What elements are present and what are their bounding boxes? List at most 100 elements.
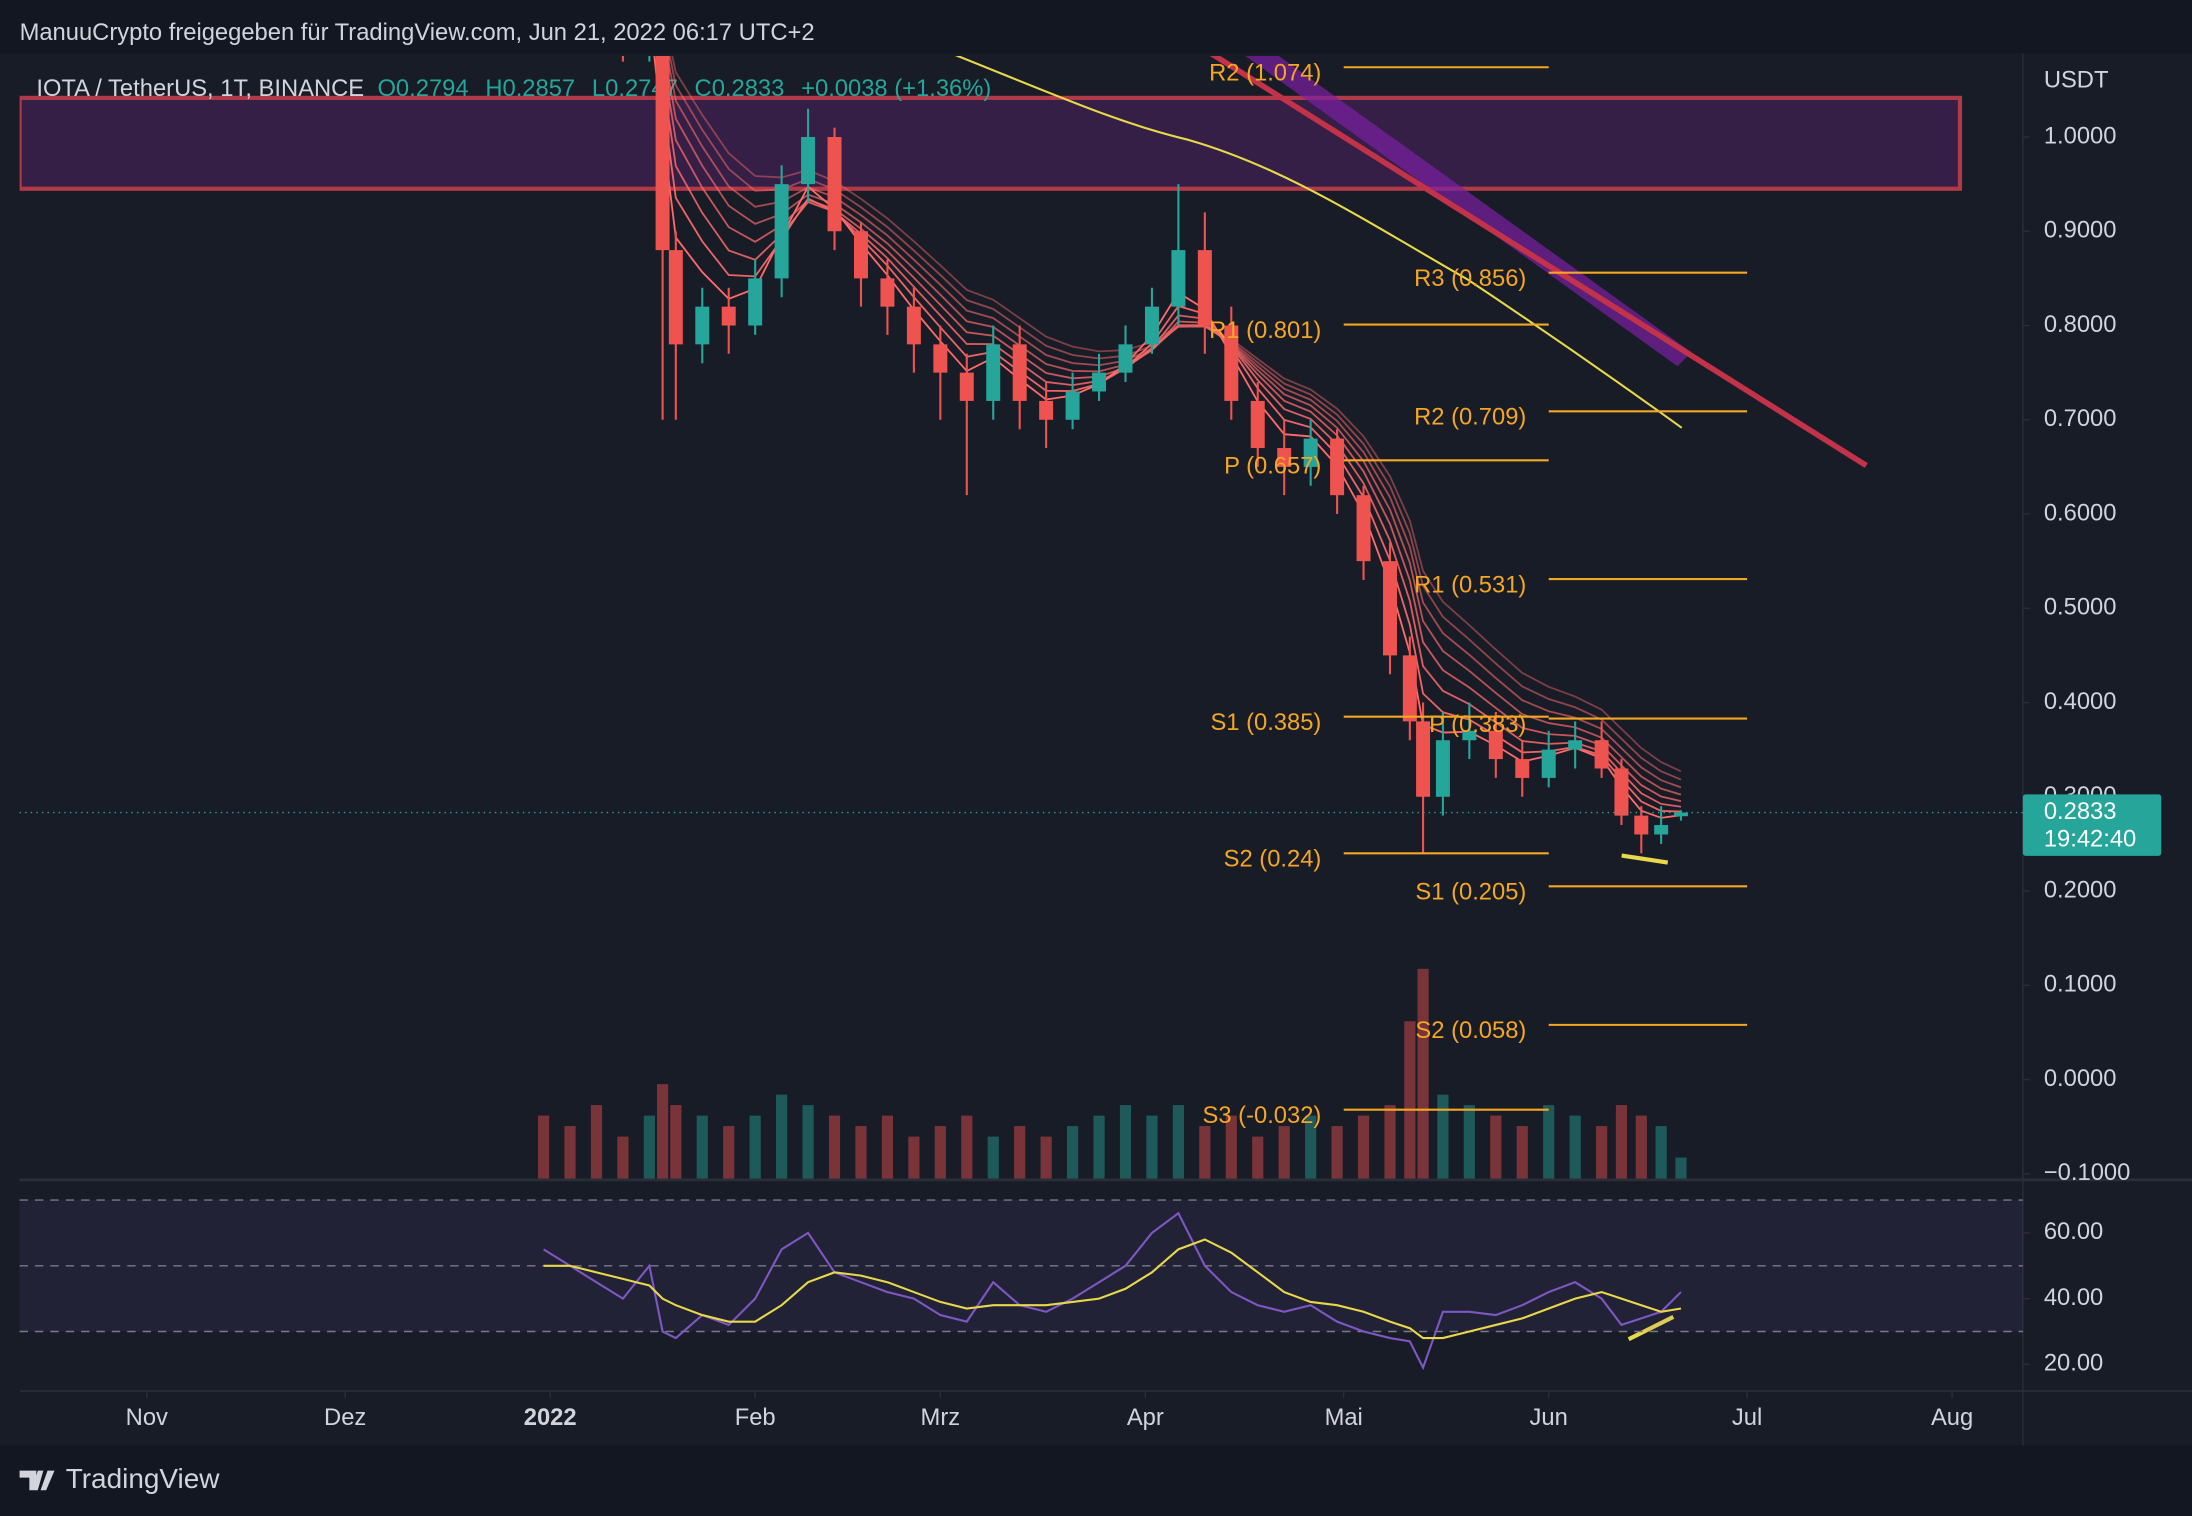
volume-bar [1404,1021,1416,1179]
countdown: 19:42:40 [2044,826,2136,853]
candle-body [1277,448,1292,467]
pivot-label: R3 (0.856) [1414,265,1526,292]
volume-bar [987,1136,999,1179]
volume-bar [881,1115,894,1179]
volume-bar [1596,1126,1608,1179]
candle-body [1012,344,1027,401]
volume-bar [1305,1115,1317,1179]
candle-body [1197,250,1212,326]
volume-bar [908,1136,920,1179]
candle-body [880,278,895,307]
divergence-line [1627,1315,1675,1342]
symbol: IOTA / TetherUS, 1T, BINANCE [36,75,364,102]
volume-bar [1655,1126,1667,1179]
candle-body [1462,730,1477,741]
candle-body [668,250,683,345]
volume-bar [1066,1126,1079,1179]
volume-bar [1675,1157,1687,1179]
candle-body [1541,749,1556,778]
candle-body [986,344,1001,401]
candle-body [1144,306,1159,345]
volume-bar [934,1126,946,1179]
volume-bar [696,1115,708,1179]
volume-bar [1225,1115,1237,1179]
x-tick-label: Nov [126,1404,168,1431]
pivot-label: P (0.383) [1429,711,1526,738]
volume-bar [657,1084,669,1179]
volume-bar [1490,1115,1502,1179]
candle-body [1634,815,1649,835]
candle-body [959,372,974,401]
y-tick-label: 0.7000 [2044,405,2117,432]
candle-body [1383,561,1397,656]
candle-body [1356,495,1371,562]
y-axis-label: USDT [2044,66,2109,93]
x-tick-label: Jun [1530,1404,1568,1431]
y-tick-label: 0.2000 [2044,876,2117,903]
rsi-pane [543,1211,1682,1371]
ohlc-value: +0.0038 (+1.36%) [801,75,991,102]
volume-bar [1119,1105,1132,1179]
volume-bar [537,1115,550,1179]
volume-bar [961,1115,973,1179]
candle-body [1673,812,1688,817]
candle-body [933,344,948,373]
y-tick-label: 0.1000 [2044,971,2117,998]
candle-body [1402,655,1417,722]
y-tick-label: 0.4000 [2044,688,2117,715]
candle-body [1092,372,1107,392]
trend-line [1209,55,1868,468]
volume-bar [1146,1115,1158,1179]
volume-bar [1437,1094,1449,1179]
volume-bar [1417,968,1429,1179]
moving-average [954,55,1683,429]
candle-body [1614,768,1629,816]
y-tick-label: 0.8000 [2044,311,2117,338]
price-pane [537,55,1688,1179]
drawings [19,55,1963,865]
pivot-label: R1 (0.801) [1209,317,1321,344]
volume-bar [1252,1136,1264,1179]
x-tick-label: Jul [1732,1404,1762,1431]
price-tag-value: 0.2833 [2044,798,2117,825]
candle-body [748,278,763,326]
volume-bar [1463,1105,1475,1179]
volume-bar [1569,1115,1581,1179]
volume-bar [802,1105,814,1179]
candle-body [827,137,842,232]
ohlc-value: H0.2857 [485,75,575,102]
candle-body [1488,730,1503,760]
volume-bar [1516,1126,1528,1179]
volume-bar [776,1094,788,1179]
resistance-zone [19,95,1963,191]
volume-bar [564,1126,576,1179]
rsi-tick-label: 40.00 [2044,1284,2103,1311]
logo: TradingView [19,1463,220,1494]
rsi-ma-line [543,1238,1682,1340]
ohlc-value: O0.2794 [377,75,468,102]
candle-body [1039,400,1054,420]
pivot-label: R1 (0.531) [1414,571,1526,598]
pivot-label: P (0.657) [1224,453,1321,480]
volume-bar [1384,1105,1396,1179]
y-tick-label: 0.0000 [2044,1065,2117,1092]
pivot-label: S3 (-0.032) [1203,1102,1322,1129]
volume-bar [643,1115,655,1179]
ohlc-value: C0.2833 [695,75,785,102]
y-tick-label: 0.6000 [2044,499,2117,526]
x-tick-label: Aug [1931,1404,1973,1431]
volume-bar [1278,1126,1290,1179]
y-tick-label: −0.1000 [2044,1159,2131,1186]
candle-body [1568,740,1583,750]
x-tick-label: 2022 [524,1404,577,1431]
volume-bar [1093,1115,1105,1179]
candle-body [1654,825,1669,835]
x-tick-label: Dez [324,1404,366,1431]
volume-bar [1040,1136,1052,1179]
pivot-label: R2 (0.709) [1414,404,1526,431]
volume-bar [1543,1105,1555,1179]
volume-bar [855,1126,867,1179]
